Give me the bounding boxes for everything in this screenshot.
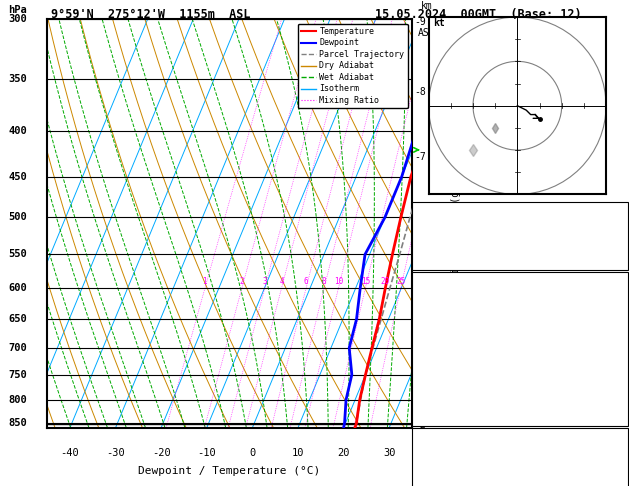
Text: Dewp (°C): Dewp (°C) xyxy=(416,323,469,332)
Text: -2: -2 xyxy=(414,420,426,431)
Text: -40: -40 xyxy=(60,448,79,458)
Text: 400: 400 xyxy=(8,126,27,136)
Text: LCL: LCL xyxy=(414,419,431,429)
Text: 15: 15 xyxy=(360,277,370,286)
Text: 6: 6 xyxy=(304,277,308,286)
Text: CAPE (J): CAPE (J) xyxy=(416,387,463,397)
Text: 700: 700 xyxy=(8,343,27,353)
Legend: Temperature, Dewpoint, Parcel Trajectory, Dry Adiabat, Wet Adiabat, Isotherm, Mi: Temperature, Dewpoint, Parcel Trajectory… xyxy=(298,24,408,108)
Text: 25: 25 xyxy=(396,277,405,286)
Text: 500: 500 xyxy=(8,212,27,223)
Text: Totals Totals: Totals Totals xyxy=(416,231,492,241)
Text: Pressure (mb): Pressure (mb) xyxy=(416,457,492,467)
Text: 300: 300 xyxy=(8,15,27,24)
Text: θₑ(K): θₑ(K) xyxy=(416,344,445,354)
Text: 0: 0 xyxy=(249,448,255,458)
Text: 30: 30 xyxy=(383,448,396,458)
Text: CIN (J): CIN (J) xyxy=(416,408,457,418)
Text: 20: 20 xyxy=(337,448,350,458)
Text: 15.05.2024  00GMT  (Base: 12): 15.05.2024 00GMT (Base: 12) xyxy=(375,8,581,21)
Text: ASL: ASL xyxy=(418,28,435,37)
Text: 44: 44 xyxy=(612,231,624,241)
Text: -4: -4 xyxy=(414,337,426,347)
Text: 0: 0 xyxy=(618,408,624,418)
Text: -3: -3 xyxy=(612,365,624,375)
Text: 750: 750 xyxy=(8,370,27,380)
Text: θₑ (K): θₑ (K) xyxy=(416,479,451,486)
Text: 39: 39 xyxy=(612,209,624,219)
Text: 355: 355 xyxy=(606,344,624,354)
Text: 886: 886 xyxy=(606,457,624,467)
Text: -30: -30 xyxy=(106,448,125,458)
Text: -7: -7 xyxy=(414,152,426,162)
Text: 850: 850 xyxy=(8,418,27,428)
Text: hPa: hPa xyxy=(8,5,27,16)
Text: 2: 2 xyxy=(240,277,244,286)
Text: PW (cm): PW (cm) xyxy=(416,252,457,262)
Text: 9°59'N  275°12'W  1155m  ASL: 9°59'N 275°12'W 1155m ASL xyxy=(51,8,251,21)
Text: 20: 20 xyxy=(381,277,390,286)
Text: 600: 600 xyxy=(8,283,27,293)
Text: Temp (°C): Temp (°C) xyxy=(416,301,469,311)
Text: Surface: Surface xyxy=(499,280,540,290)
Text: -10: -10 xyxy=(198,448,216,458)
Text: -20: -20 xyxy=(152,448,170,458)
Text: 350: 350 xyxy=(8,74,27,84)
Text: Lifted Index: Lifted Index xyxy=(416,365,486,375)
Text: 800: 800 xyxy=(8,395,27,405)
Text: 10: 10 xyxy=(292,448,304,458)
Text: 355: 355 xyxy=(606,479,624,486)
Text: Dewpoint / Temperature (°C): Dewpoint / Temperature (°C) xyxy=(138,467,321,476)
Text: -5: -5 xyxy=(414,277,426,287)
Text: 650: 650 xyxy=(8,314,27,324)
Text: 10: 10 xyxy=(334,277,343,286)
Text: -9: -9 xyxy=(414,17,426,27)
Text: Most Unstable: Most Unstable xyxy=(482,436,558,446)
Text: 19.9: 19.9 xyxy=(601,323,624,332)
Text: 772: 772 xyxy=(606,387,624,397)
Text: 550: 550 xyxy=(8,249,27,260)
Text: 8: 8 xyxy=(322,277,326,286)
Text: Mixing Ratio (g/kg): Mixing Ratio (g/kg) xyxy=(451,168,461,279)
Text: -6: -6 xyxy=(414,215,426,225)
Text: 450: 450 xyxy=(8,172,27,182)
Text: -8: -8 xyxy=(414,87,426,97)
Text: -3: -3 xyxy=(414,395,426,405)
Text: 22.5: 22.5 xyxy=(601,301,624,311)
Text: 4.34: 4.34 xyxy=(601,252,624,262)
Text: 3: 3 xyxy=(262,277,267,286)
Text: K: K xyxy=(416,209,421,219)
Text: 1: 1 xyxy=(203,277,207,286)
Text: kt: kt xyxy=(433,18,445,28)
Text: 4: 4 xyxy=(279,277,284,286)
Text: km: km xyxy=(421,1,433,11)
